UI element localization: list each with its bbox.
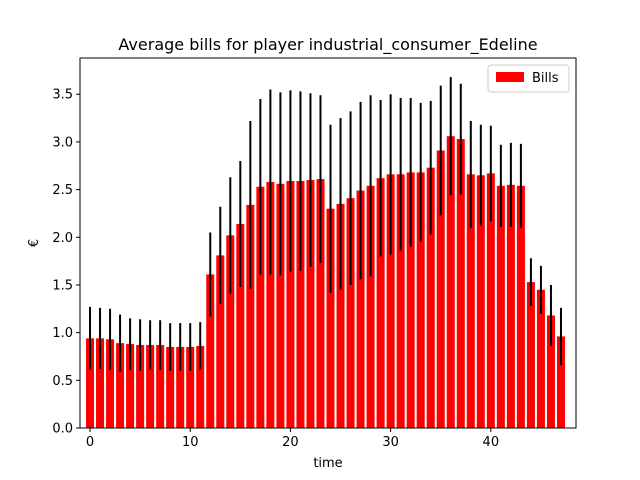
legend-box [487, 64, 570, 93]
bar [206, 274, 215, 428]
bar [296, 181, 305, 428]
y-tick-label: 2.0 [52, 231, 73, 246]
bar [456, 139, 465, 428]
bar [216, 255, 225, 428]
bar [96, 338, 105, 428]
bar [536, 289, 545, 428]
bar [86, 338, 95, 428]
bar [476, 175, 485, 428]
y-axis-ticks: 0.0 0.5 1.0 1.5 2.0 2.5 3.0 3.5 [52, 88, 80, 437]
y-tick-label: 0.5 [52, 374, 73, 389]
plot-frame [79, 57, 577, 429]
bar [166, 346, 175, 428]
x-tick-label: 20 [282, 435, 299, 450]
bar [376, 178, 385, 428]
bar [266, 181, 275, 428]
bar [556, 336, 565, 428]
bar [336, 203, 345, 428]
bar [196, 345, 205, 428]
bar [176, 346, 185, 428]
legend-label: Bills [532, 71, 559, 86]
bar [526, 282, 535, 428]
bar [146, 345, 155, 428]
legend: Bills [487, 64, 570, 93]
y-tick-label: 2.5 [52, 183, 73, 198]
bar [306, 180, 315, 428]
bar [406, 172, 415, 428]
bar [516, 185, 525, 428]
bar [386, 174, 395, 428]
x-tick-label: 30 [382, 435, 399, 450]
y-tick-label: 1.5 [52, 278, 73, 293]
chart-title: Average bills for player industrial_cons… [118, 35, 537, 55]
y-tick-label: 1.0 [52, 326, 73, 341]
bar [136, 345, 145, 428]
bar [416, 172, 425, 428]
bar [426, 167, 435, 428]
bar [496, 185, 505, 428]
bar [466, 174, 475, 428]
y-axis-title: € [27, 239, 42, 247]
y-tick-label: 3.0 [52, 135, 73, 150]
bar [506, 184, 515, 428]
bar [486, 173, 495, 428]
bar [276, 183, 285, 428]
x-tick-label: 40 [483, 435, 500, 450]
bar [316, 179, 325, 428]
bar [346, 198, 355, 428]
bars-layer [86, 136, 565, 428]
bar [286, 181, 295, 428]
y-tick-label: 0.0 [52, 422, 73, 437]
bar [226, 235, 235, 428]
bar [546, 315, 555, 428]
legend-swatch [496, 72, 524, 82]
x-axis-ticks: 0 10 20 30 40 [86, 428, 499, 450]
bar [366, 185, 375, 428]
x-tick-label: 0 [86, 435, 94, 450]
x-axis-title: time [313, 456, 342, 471]
bar [256, 186, 265, 428]
bar [186, 346, 195, 428]
bar [246, 204, 255, 428]
bar [156, 345, 165, 428]
bar [436, 150, 445, 428]
bar [326, 208, 335, 428]
bar [116, 343, 125, 428]
y-tick-label: 3.5 [52, 88, 73, 103]
bar [236, 223, 245, 428]
bar [396, 174, 405, 428]
error-bars-layer [89, 77, 562, 372]
bar [126, 344, 135, 428]
x-tick-label: 10 [182, 435, 199, 450]
bar [106, 339, 115, 428]
bar [356, 190, 365, 428]
bar [446, 136, 455, 428]
